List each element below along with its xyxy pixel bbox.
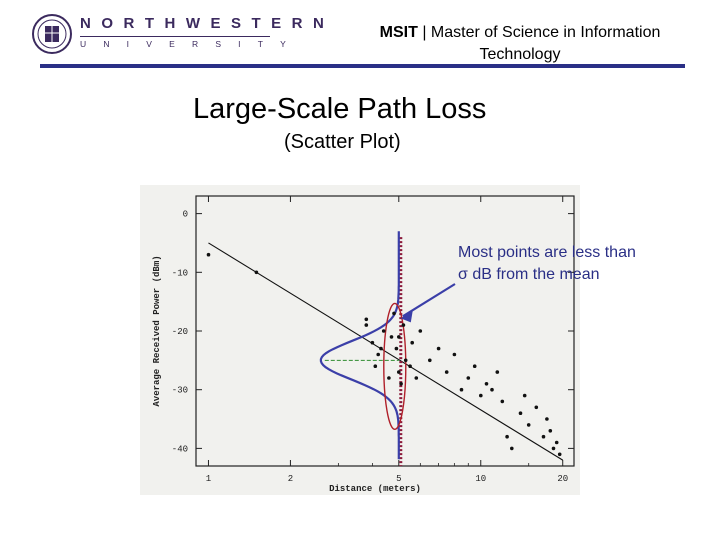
data-point [381, 329, 386, 333]
program-name-line1: Master of Science in Information [430, 24, 661, 41]
university-seal-icon [32, 14, 72, 54]
annotation-line2-text: dB from the mean [467, 266, 600, 283]
x-tick-label: 5 [396, 474, 401, 484]
header-rule [40, 64, 685, 68]
data-point [370, 340, 375, 345]
data-point [401, 323, 406, 327]
data-point [392, 311, 396, 316]
data-point [505, 434, 509, 439]
data-point [373, 364, 378, 369]
data-point [526, 423, 531, 427]
logo-wordmark-top: NORTHWESTERN [80, 15, 335, 32]
annotation-text: Most points are less than σ dB from the … [458, 242, 636, 286]
y-tick-label: -20 [172, 327, 188, 337]
data-point [545, 417, 549, 421]
data-point [466, 376, 471, 380]
data-point [394, 346, 399, 351]
y-tick-label: -30 [172, 386, 188, 396]
gaussian-curve [319, 231, 400, 460]
data-point [389, 335, 394, 339]
y-tick-label: -10 [172, 268, 188, 278]
data-point [452, 352, 457, 357]
data-point [399, 382, 403, 386]
program-header-line1: MSIT | Master of Science in Information [340, 22, 700, 44]
data-point [436, 346, 441, 351]
regression-line-group [208, 242, 564, 461]
data-point [397, 335, 401, 339]
spread-ellipse [383, 302, 407, 431]
data-point [490, 387, 494, 392]
university-logo: NORTHWESTERN UNIVERSITY [32, 14, 324, 58]
data-point [557, 452, 562, 457]
data-point [428, 358, 432, 363]
data-point [414, 376, 419, 380]
x-tick-label: 20 [557, 474, 568, 484]
data-point [444, 370, 449, 374]
data-point [410, 340, 415, 345]
data-point [484, 382, 489, 386]
data-point [510, 446, 514, 451]
data-point [387, 376, 391, 380]
data-point [518, 411, 523, 416]
y-tick-label: -40 [172, 444, 188, 454]
data-point [403, 358, 408, 363]
gaussian-overlay [319, 231, 407, 466]
slide-subtitle: (Scatter Plot) [284, 131, 401, 153]
x-tick-label: 2 [288, 474, 293, 484]
data-point [408, 364, 412, 369]
annotation-arrow [402, 283, 456, 318]
slide-title: Large-Scale Path Loss [193, 93, 487, 125]
header-separator: | [422, 24, 427, 41]
logo-divider [80, 36, 270, 37]
logo-wordmark-bottom: UNIVERSITY [80, 39, 304, 49]
data-point [522, 393, 527, 398]
annotation-line2: σ dB from the mean [458, 264, 636, 286]
scanned-figure-background [140, 185, 580, 495]
annotation-line1: Most points are less than [458, 244, 636, 261]
data-point [548, 429, 553, 433]
program-name-line2: Technology [479, 46, 561, 63]
data-point [459, 387, 464, 392]
sigma-symbol: σ [458, 266, 468, 283]
annotation-arrow-group [400, 283, 456, 323]
data-point [551, 446, 556, 451]
regression-line [208, 242, 564, 461]
data-point [554, 440, 559, 445]
data-point [495, 370, 500, 374]
data-point [479, 393, 483, 398]
plot-axes: 0 -10 -20 -30 -40 1 2 5 10 20 Distance (meters) Ave… [152, 195, 575, 494]
data-point [534, 405, 539, 410]
y-axis-label: Average Received Power (dBm) [152, 255, 162, 406]
annotation-arrowhead [400, 310, 413, 323]
data-point [376, 352, 381, 357]
data-point [418, 329, 423, 333]
program-abbreviation: MSIT [379, 24, 418, 41]
data-point [364, 323, 369, 327]
data-point [254, 270, 259, 275]
program-header: MSIT | Master of Science in Information … [340, 22, 700, 66]
x-axis-label: Distance (meters) [329, 484, 421, 494]
y-tick-label: 0 [183, 210, 188, 220]
data-point [541, 434, 546, 439]
data-point [364, 317, 369, 322]
data-point [379, 346, 383, 351]
data-point [206, 252, 211, 257]
data-points [206, 252, 562, 457]
x-tick-label: 1 [206, 474, 211, 484]
data-point [472, 364, 477, 369]
data-point [397, 370, 401, 374]
x-tick-label: 10 [475, 474, 486, 484]
data-point [500, 399, 505, 404]
